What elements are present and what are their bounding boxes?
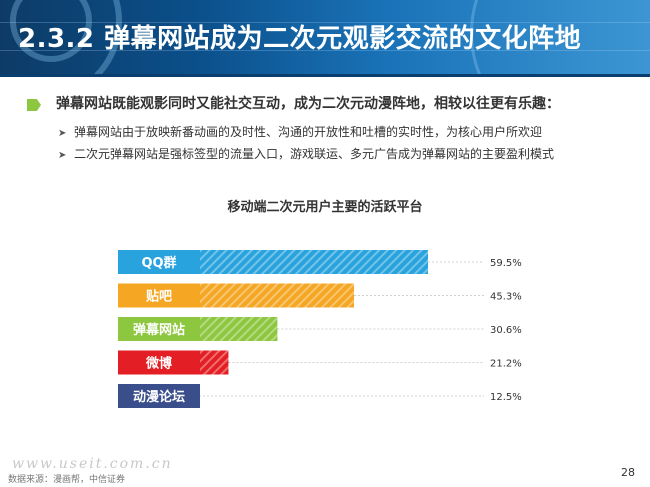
bar-label-block — [118, 384, 200, 408]
chevron-right-icon: ➤ — [58, 150, 67, 161]
chevron-right-icon: ➤ — [58, 128, 67, 139]
category-label: 贴吧 — [146, 289, 172, 305]
value-label: 45.3% — [490, 292, 522, 303]
bullet-text: 二次元弹幕网站是强标签型的流量入口，游戏联运、多元广告成为弹幕网站的主要盈利模式 — [74, 147, 555, 161]
decorative-ring — [10, 0, 92, 62]
bullet-text: 弹幕网站由于放映新番动画的及时性、沟通的开放性和吐槽的实时性，为核心用户所欢迎 — [74, 125, 543, 139]
value-label: 21.2% — [490, 359, 522, 370]
value-label: 30.6% — [490, 325, 522, 336]
decorative-ring — [0, 0, 122, 74]
bar-label-block — [118, 350, 200, 375]
category-label: 微博 — [145, 356, 172, 372]
chart-title: 移动端二次元用户主要的活跃平台 — [227, 200, 423, 215]
bar-label-block — [118, 317, 200, 341]
lead-text: 弹幕网站既能观影同时又能社交互动，成为二次元动漫阵地，相较以往更有乐趣： — [56, 96, 560, 112]
category-label: 动漫论坛 — [133, 389, 185, 405]
decorative-line — [0, 50, 650, 51]
page-number: 28 — [621, 466, 635, 479]
bullet-item: ➤ 二次元弹幕网站是强标签型的流量入口，游戏联运、多元广告成为弹幕网站的主要盈利模… — [58, 145, 554, 162]
page-title: 2.3.2 弹幕网站成为二次元观影交流的文化阵地 — [18, 24, 582, 54]
bullet-item: ➤ 弹幕网站由于放映新番动画的及时性、沟通的开放性和吐槽的实时性，为核心用户所欢迎 — [58, 123, 542, 140]
header-divider — [0, 74, 650, 77]
value-label: 59.5% — [490, 258, 522, 269]
decorative-ring — [470, 0, 650, 74]
bar-label-block — [118, 250, 200, 274]
value-label: 12.5% — [490, 392, 522, 403]
watermark: www.useit.com.cn — [12, 456, 173, 472]
category-label: 弹幕网站 — [133, 322, 185, 338]
decorative-line — [0, 22, 650, 23]
data-source: 数据来源：漫画帮，中信证券 — [8, 475, 126, 485]
bar-label-block — [118, 283, 200, 308]
slide-header: 2.3.2 弹幕网站成为二次元观影交流的文化阵地 — [0, 0, 650, 74]
category-label: QQ群 — [141, 255, 176, 271]
